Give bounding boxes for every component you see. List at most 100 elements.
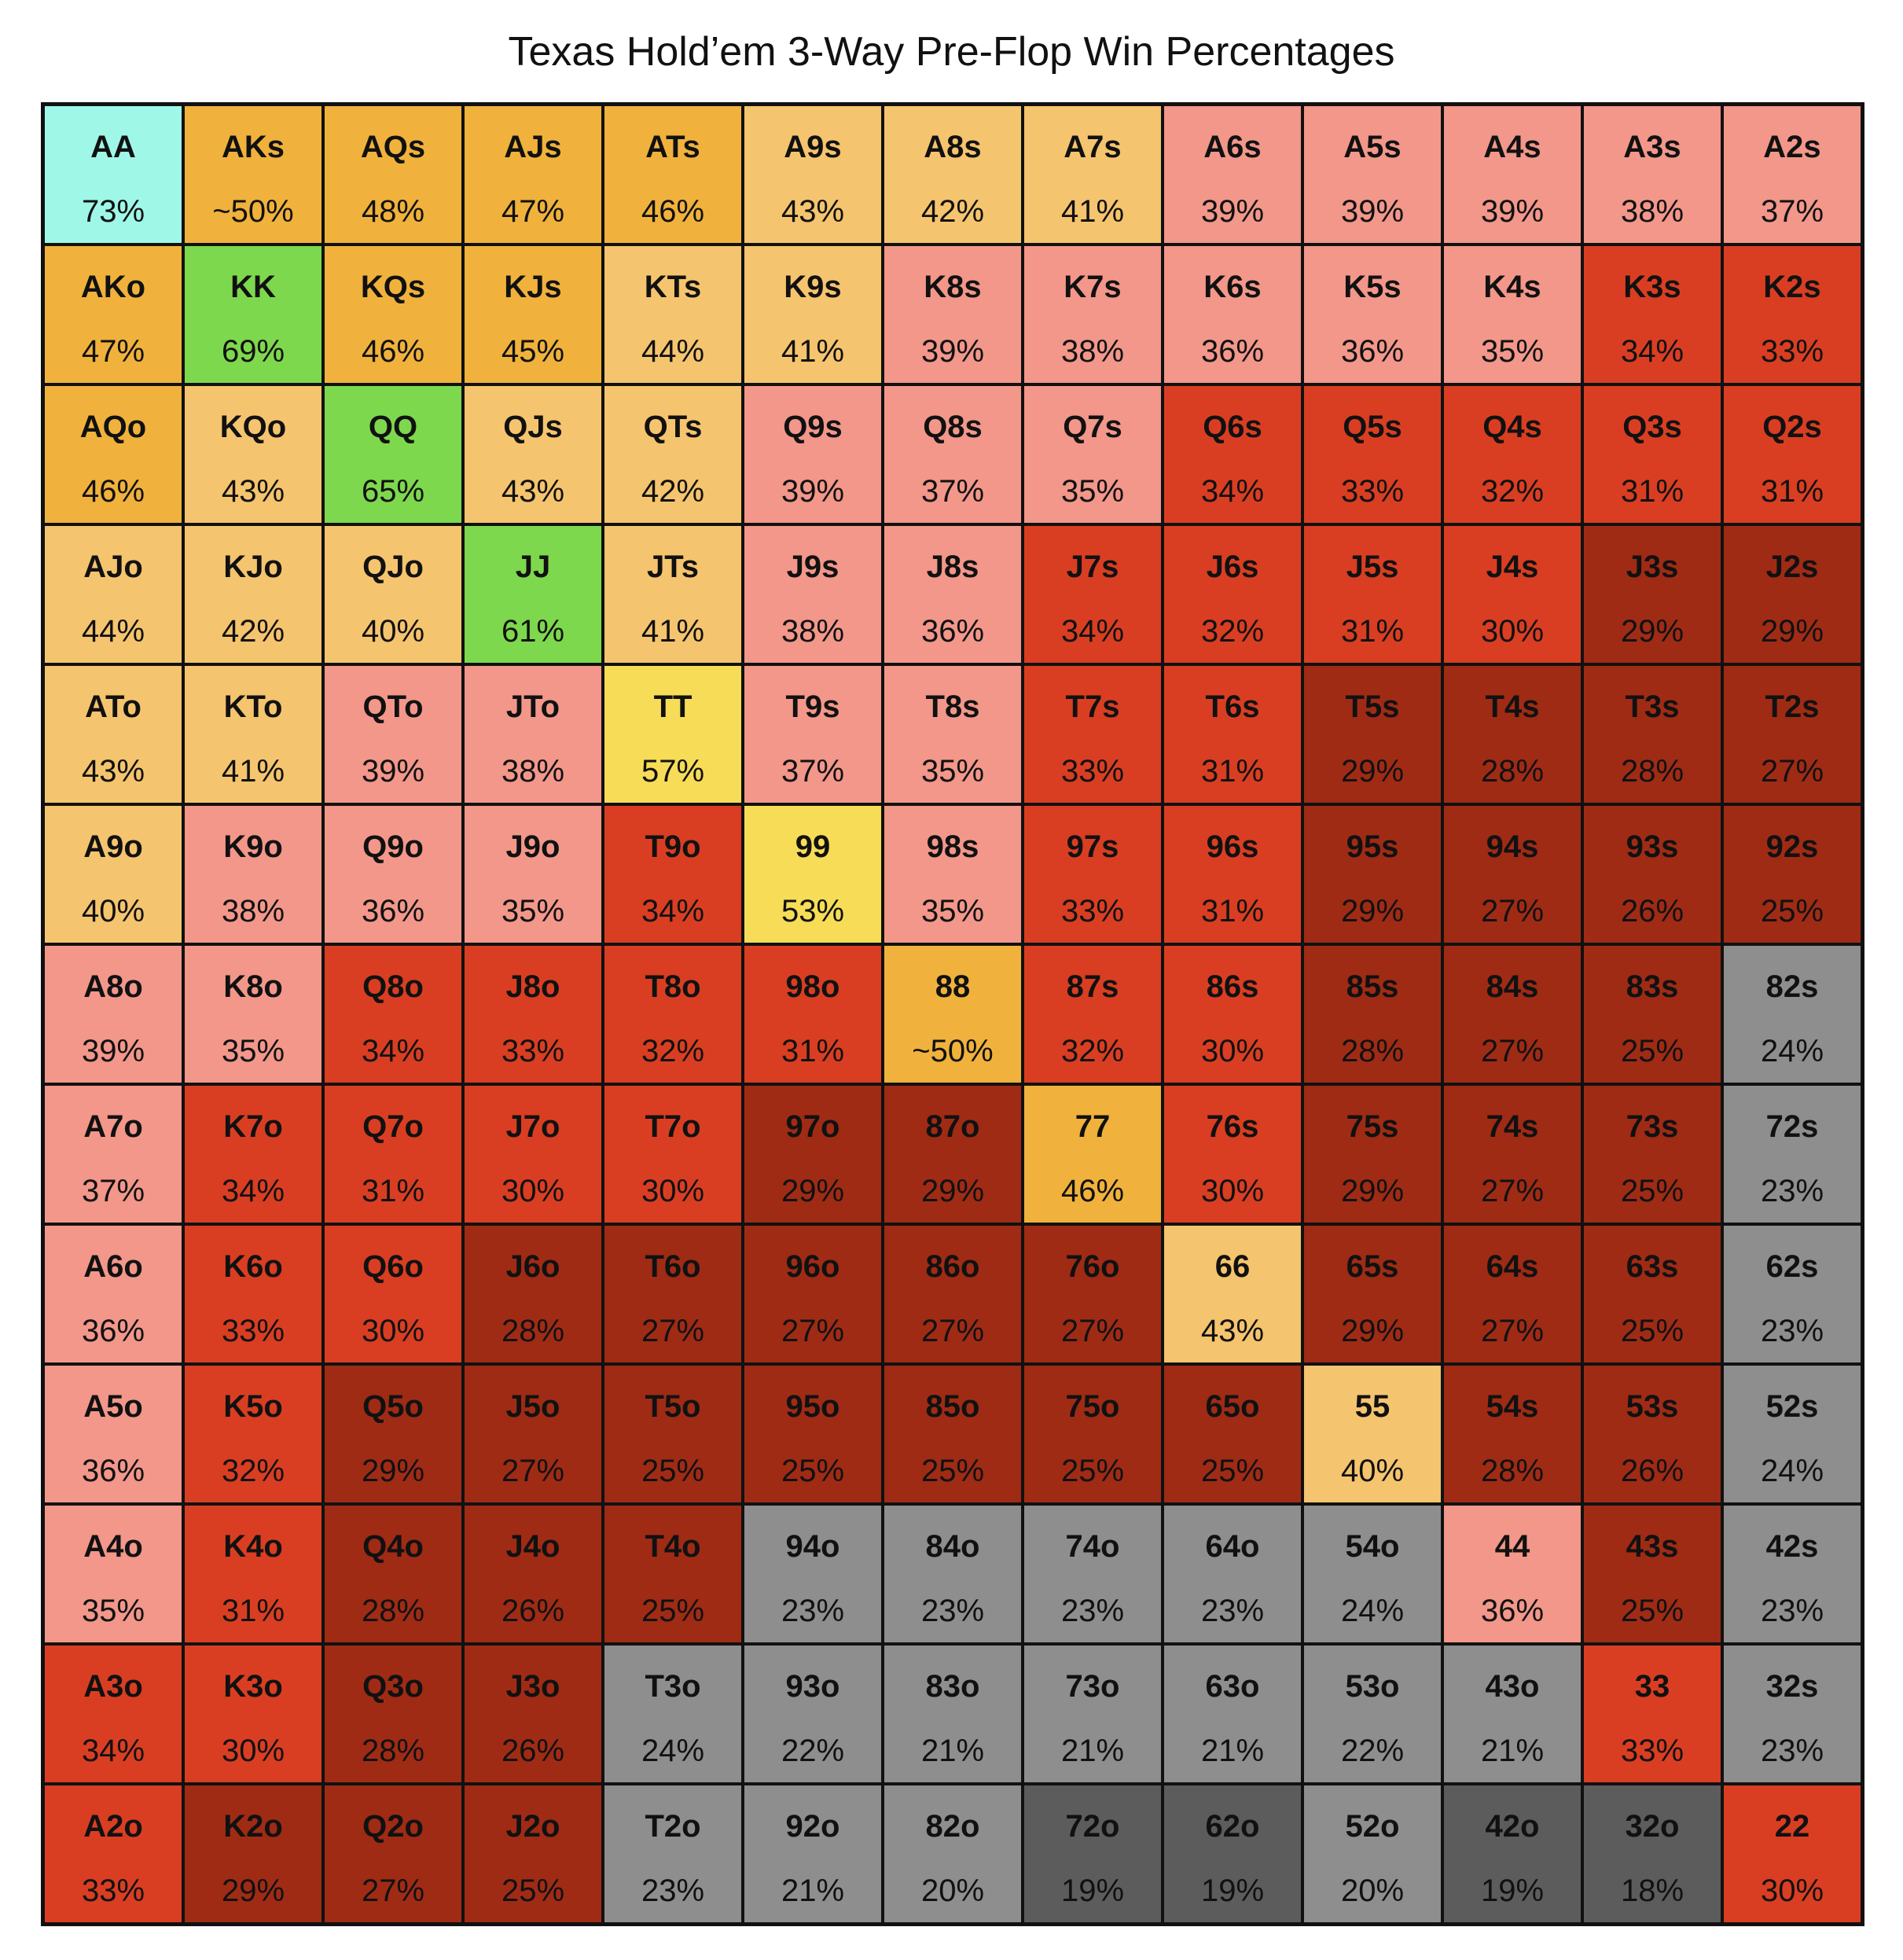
heatmap-cell: 54o 24%: [1302, 1504, 1442, 1644]
win-percentage-label: 27%: [1480, 894, 1545, 929]
heatmap-cell: A2s 37%: [1722, 105, 1862, 245]
heatmap-cell: 76s 30%: [1163, 1084, 1302, 1224]
heatmap-cell: KJo 42%: [183, 524, 323, 664]
win-percentage-label: 27%: [1060, 1314, 1125, 1348]
heatmap-cell: AKo 47%: [43, 245, 183, 384]
hand-label: 76o: [1065, 1249, 1120, 1284]
win-percentage-label: 39%: [781, 474, 845, 509]
heatmap-cell: 82o 20%: [883, 1784, 1023, 1924]
heatmap-cell: 93s 26%: [1582, 804, 1722, 944]
heatmap-cell: 53o 22%: [1302, 1644, 1442, 1784]
hand-label: J5o: [505, 1389, 560, 1424]
heatmap-cell: 97o 29%: [743, 1084, 883, 1224]
win-percentage-label: 46%: [641, 194, 705, 229]
win-percentage-label: 44%: [81, 614, 145, 649]
heatmap-cell: T5s 29%: [1302, 664, 1442, 804]
win-percentage-label: 25%: [641, 1454, 705, 1488]
hand-label: J6o: [505, 1249, 560, 1284]
win-percentage-label: 46%: [1060, 1174, 1125, 1208]
win-percentage-label: 29%: [1340, 1314, 1405, 1348]
hand-label: A5s: [1343, 130, 1402, 164]
win-percentage-label: 30%: [221, 1734, 285, 1768]
hand-label: T8o: [645, 969, 701, 1004]
heatmap-cell: 98s 35%: [883, 804, 1023, 944]
win-percentage-label: 37%: [920, 474, 985, 509]
heatmap-cell: A9s 43%: [743, 105, 883, 245]
heatmap-cell: TT 57%: [603, 664, 743, 804]
heatmap-cell: K7o 34%: [183, 1084, 323, 1224]
win-percentage-label: 29%: [1760, 614, 1824, 649]
hand-label: 22: [1774, 1809, 1810, 1844]
hand-label: QTs: [643, 410, 703, 444]
win-percentage-label: 47%: [81, 334, 145, 369]
heatmap-cell: ATs 46%: [603, 105, 743, 245]
win-percentage-label: 33%: [1620, 1734, 1684, 1768]
heatmap-cell: 77 46%: [1023, 1084, 1163, 1224]
heatmap-cell: J8s 36%: [883, 524, 1023, 664]
heatmap-cell: 54s 28%: [1442, 1364, 1582, 1504]
heatmap-cell: 86o 27%: [883, 1224, 1023, 1364]
hand-label: T9s: [785, 689, 840, 724]
win-percentage-label: 42%: [641, 474, 705, 509]
win-percentage-label: 39%: [81, 1034, 145, 1068]
hand-label: K9s: [784, 270, 842, 304]
win-percentage-label: 21%: [1200, 1734, 1265, 1768]
win-percentage-label: 46%: [361, 334, 425, 369]
win-percentage-label: 65%: [361, 474, 425, 509]
heatmap-cell: KQs 46%: [323, 245, 463, 384]
hand-label: 98s: [926, 829, 979, 864]
hand-label: 86s: [1206, 969, 1259, 1004]
hand-label: 64o: [1205, 1529, 1260, 1564]
heatmap-cell: 83s 25%: [1582, 944, 1722, 1084]
heatmap-cell: 88 ~50%: [883, 944, 1023, 1084]
win-percentage-label: 38%: [1620, 194, 1684, 229]
hand-label: J7s: [1066, 550, 1119, 584]
heatmap-cell: A7s 41%: [1023, 105, 1163, 245]
heatmap-cell: K5s 36%: [1302, 245, 1442, 384]
heatmap-cell: AQo 46%: [43, 384, 183, 524]
hand-label: Q7s: [1063, 410, 1122, 444]
win-percentage-label: 39%: [1200, 194, 1265, 229]
win-percentage-label: 28%: [361, 1594, 425, 1628]
heatmap-cell: J4s 30%: [1442, 524, 1582, 664]
heatmap-cell: Q3o 28%: [323, 1644, 463, 1784]
win-percentage-label: 27%: [1480, 1314, 1545, 1348]
heatmap-cell: 92o 21%: [743, 1784, 883, 1924]
heatmap-cell: KK 69%: [183, 245, 323, 384]
hand-label: AKo: [80, 270, 146, 304]
heatmap-cell: 85s 28%: [1302, 944, 1442, 1084]
heatmap-cell: QTs 42%: [603, 384, 743, 524]
hand-label: QJs: [503, 410, 563, 444]
heatmap-cell: JJ 61%: [463, 524, 603, 664]
heatmap-cell: J3o 26%: [463, 1644, 603, 1784]
hand-label: 99: [795, 829, 831, 864]
win-percentage-label: 19%: [1200, 1874, 1265, 1908]
hand-label: Q8s: [923, 410, 983, 444]
hand-label: 32o: [1625, 1809, 1680, 1844]
heatmap-cell: J9o 35%: [463, 804, 603, 944]
win-percentage-label: 37%: [1760, 194, 1824, 229]
heatmap-cell: 97s 33%: [1023, 804, 1163, 944]
heatmap-cell: 74s 27%: [1442, 1084, 1582, 1224]
heatmap-cell: K9o 38%: [183, 804, 323, 944]
heatmap-cell: A4s 39%: [1442, 105, 1582, 245]
heatmap-cell: 64s 27%: [1442, 1224, 1582, 1364]
win-percentage-label: 33%: [1760, 334, 1824, 369]
heatmap-cell: 73s 25%: [1582, 1084, 1722, 1224]
hand-label: K7o: [223, 1109, 283, 1144]
win-percentage-label: 28%: [1480, 754, 1545, 789]
win-percentage-label: 36%: [1340, 334, 1405, 369]
heatmap-cell: K4s 35%: [1442, 245, 1582, 384]
hand-label: K4s: [1483, 270, 1541, 304]
win-percentage-label: 36%: [361, 894, 425, 929]
hand-label: 82s: [1765, 969, 1819, 1004]
heatmap-cell: Q2o 27%: [323, 1784, 463, 1924]
heatmap-cell: 32s 23%: [1722, 1644, 1862, 1784]
win-percentage-label: 32%: [221, 1454, 285, 1488]
hand-label: K8s: [924, 270, 982, 304]
win-percentage-label: 33%: [1060, 894, 1125, 929]
win-percentage-label: 30%: [1200, 1034, 1265, 1068]
win-percentage-label: 21%: [920, 1734, 985, 1768]
win-percentage-label: 29%: [1340, 1174, 1405, 1208]
win-percentage-label: 19%: [1060, 1874, 1125, 1908]
